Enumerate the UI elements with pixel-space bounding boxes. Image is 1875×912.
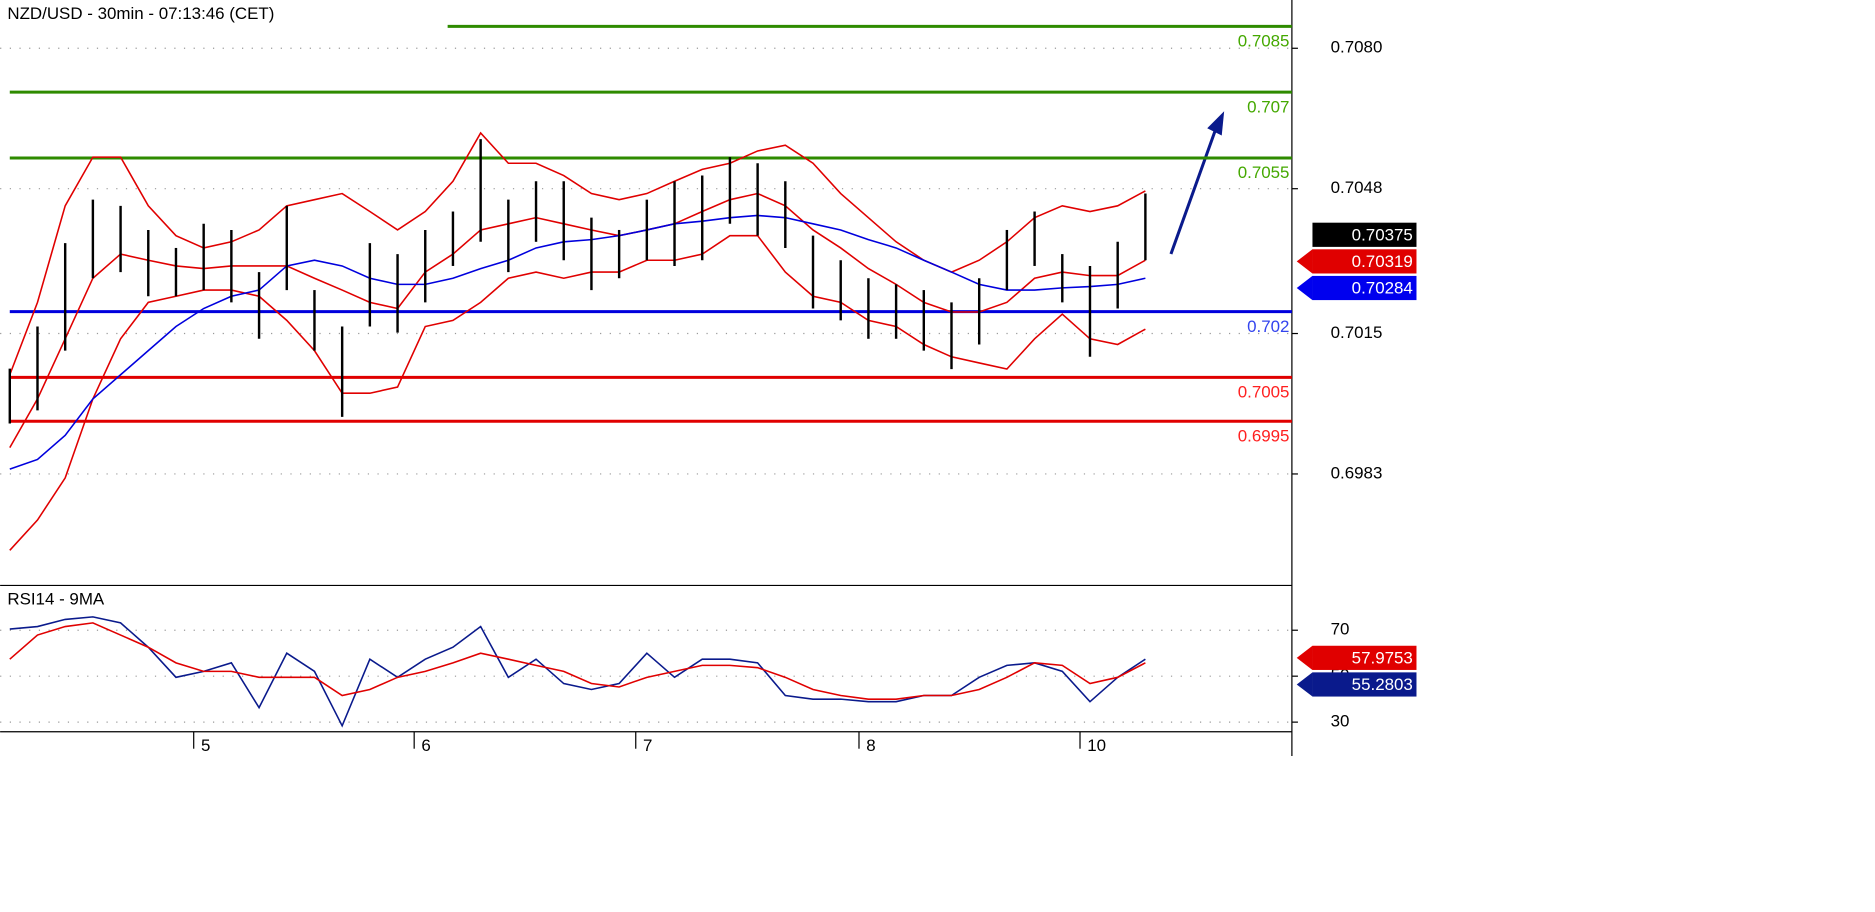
tag-pointer — [1296, 672, 1313, 697]
level-label: 0.6995 — [1238, 426, 1290, 445]
x-tick-label: 10 — [1087, 736, 1106, 755]
series-line — [9, 616, 1146, 728]
price-tag-label: 55.2803 — [1352, 675, 1413, 694]
price-tag — [1312, 645, 1417, 670]
price-tag — [1312, 222, 1417, 247]
price-tag-label: 0.70375 — [1352, 225, 1413, 244]
y-tick-label: 70 — [1331, 620, 1350, 639]
projection-arrow-head — [1207, 111, 1225, 136]
level-label: 0.707 — [1247, 97, 1289, 116]
level-label: 0.7055 — [1238, 163, 1290, 182]
panel-title: NZD/USD - 30min - 07:13:46 (CET) — [7, 4, 274, 23]
x-tick-label: 5 — [201, 736, 210, 755]
x-tick-label: 7 — [643, 736, 652, 755]
price-tag — [1312, 249, 1417, 274]
price-tag-label: 0.70284 — [1352, 279, 1413, 298]
series-line — [9, 622, 1146, 700]
y-tick-label: 30 — [1331, 712, 1350, 731]
tag-pointer — [1296, 249, 1313, 274]
level-label: 0.7085 — [1238, 32, 1290, 51]
series-line — [9, 192, 1146, 449]
series-line — [9, 131, 1146, 376]
tag-pointer — [1296, 275, 1313, 301]
level-label: 0.702 — [1247, 317, 1289, 336]
series-line — [9, 214, 1146, 470]
price-tag — [1312, 275, 1417, 301]
tag-pointer — [1296, 645, 1313, 670]
panel-title: RSI14 - 9MA — [7, 589, 105, 608]
price-tag-label: 57.9753 — [1352, 649, 1413, 668]
projection-arrow — [1169, 125, 1219, 255]
y-tick-label: 0.7015 — [1331, 323, 1383, 342]
price-tag-label: 0.70319 — [1352, 252, 1413, 271]
y-tick-label: 0.7048 — [1331, 178, 1383, 197]
x-tick-label: 6 — [421, 736, 430, 755]
price-tag — [1312, 672, 1417, 697]
series-line — [9, 234, 1146, 551]
x-tick-label: 8 — [866, 736, 875, 755]
level-label: 0.7005 — [1238, 383, 1290, 402]
y-tick-label: 0.7080 — [1331, 38, 1383, 57]
y-tick-label: 0.6983 — [1331, 463, 1383, 482]
